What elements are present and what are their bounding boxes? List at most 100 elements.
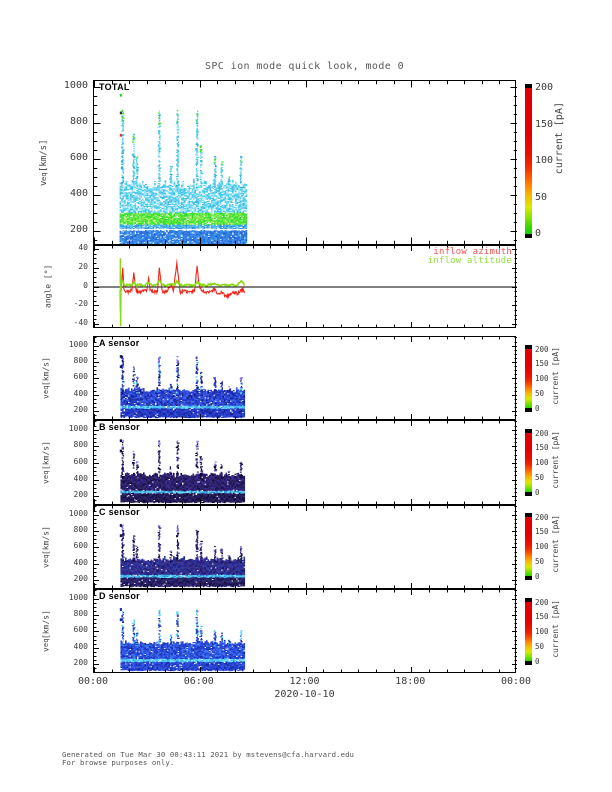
- colorbar-cap: [525, 492, 532, 496]
- y-tick-label-angle: -20: [73, 299, 88, 309]
- colorbar-tick-label: 150: [535, 118, 554, 130]
- colorbar-tick-label: 150: [535, 443, 549, 453]
- inflow-angle-panel: [93, 245, 517, 328]
- colorbar-axis-label: current [pA]: [551, 431, 560, 489]
- b-sensor-canvas: [94, 421, 517, 504]
- colorbar-tick-label: 100: [535, 627, 549, 636]
- colorbar-tick-label: 0: [535, 571, 540, 581]
- colorbar-cap: [525, 234, 532, 238]
- y-tick-label-a: 1000: [68, 339, 88, 349]
- colorbar-cap: [525, 576, 532, 580]
- colorbar-tick-label: 50: [535, 641, 545, 651]
- legend-inflow-azimuth: inflow azimuth: [433, 247, 512, 257]
- y-tick-label-b: 600: [73, 456, 88, 466]
- y-tick-label-c: 600: [73, 541, 88, 551]
- panel-label-b-sensor: B sensor: [99, 422, 140, 432]
- y-tick-label-d: 600: [73, 625, 88, 635]
- colorbar-tick-label: 100: [535, 542, 549, 551]
- footer-browse-line: For browse purposes only.: [62, 758, 175, 767]
- colorbar-cap: [525, 408, 532, 412]
- y-tick-label-angle: 0: [83, 280, 88, 290]
- panel-label-d-sensor: D sensor: [99, 591, 140, 601]
- colorbar-cap: [525, 345, 532, 349]
- colorbar-tick-label: 200: [535, 597, 549, 607]
- colorbar-tick-label: 50: [535, 388, 545, 398]
- d-sensor-panel: D sensor: [93, 589, 517, 673]
- y-tick-label-b: 1000: [68, 423, 88, 433]
- x-tick-label: 12:00: [289, 676, 320, 687]
- colorbar-tick-label: 150: [535, 612, 549, 622]
- c-sensor-canvas: [94, 506, 517, 588]
- colorbar-tick-label: 100: [535, 458, 549, 467]
- y-tick-label-a: 400: [73, 388, 88, 398]
- y-tick-label-angle: 40: [78, 242, 88, 252]
- y-tick-label-c: 1000: [68, 508, 88, 518]
- y-tick-label-angle: -40: [73, 318, 88, 328]
- colorbar-tick-label: 0: [535, 487, 540, 497]
- y-tick-label-total: 200: [69, 224, 88, 236]
- y-tick-label-d: 800: [73, 609, 88, 619]
- x-tick-label: 18:00: [395, 676, 426, 687]
- legend-inflow-altitude: inflow altitude: [427, 256, 512, 266]
- colorbar-axis-label: current [pA]: [551, 347, 560, 405]
- b-sensor-panel: B sensor: [93, 420, 517, 505]
- a-sensor-canvas: [94, 337, 517, 419]
- x-tick-label: 06:00: [183, 676, 214, 687]
- colorbar-tick-label: 150: [535, 359, 549, 369]
- colorbar-tick-label: 100: [535, 374, 549, 383]
- colorbar-gradient: [525, 429, 532, 496]
- panel-label-c-sensor: C sensor: [99, 507, 140, 517]
- colorbar-tick-label: 200: [535, 512, 549, 522]
- y-tick-label-b: 800: [73, 440, 88, 450]
- page-title: SPC ion mode quick look, mode 0: [204, 61, 405, 72]
- colorbar-tick-label: 0: [535, 228, 542, 239]
- colorbar-tick-label: 0: [535, 403, 540, 413]
- colorbar-axis-label: current [pA]: [554, 102, 565, 175]
- a-sensor-panel: A sensor: [93, 336, 517, 420]
- y-tick-label-total: 800: [69, 116, 88, 128]
- y-tick-label-d: 400: [73, 641, 88, 651]
- colorbar-gradient: [525, 345, 532, 412]
- y-tick-label-d: 1000: [68, 592, 88, 602]
- colorbar-tick-label: 100: [535, 155, 554, 166]
- colorbar-tick-label: 150: [535, 527, 549, 537]
- y-tick-label-b: 200: [73, 490, 88, 500]
- x-axis-date-label: 2020-10-10: [274, 689, 335, 700]
- y-tick-label-a: 600: [73, 372, 88, 382]
- x-tick-label: 00:00: [77, 676, 109, 687]
- colorbar-gradient: [525, 598, 532, 665]
- footer-text: Generated on Tue Mar 30 00:43:11 2021 by…: [62, 751, 354, 767]
- colorbar-cap: [525, 513, 532, 517]
- c-sensor-panel: C sensor: [93, 505, 517, 589]
- y-tick-label-c: 400: [73, 557, 88, 567]
- y-tick-label-total: 600: [69, 152, 88, 164]
- colorbar-tick-label: 50: [535, 556, 545, 566]
- y-tick-label-c: 800: [73, 525, 88, 535]
- colorbar-tick-label: 50: [535, 472, 545, 482]
- colorbar-gradient: [525, 84, 532, 238]
- colorbar-tick-label: 200: [535, 344, 549, 354]
- colorbar-cap: [525, 84, 532, 88]
- colorbar-cap: [525, 598, 532, 602]
- y-tick-label-a: 200: [73, 405, 88, 415]
- y-tick-label-c: 200: [73, 574, 88, 584]
- total-spectrogram-panel: TOTAL: [93, 80, 517, 245]
- total-spectrogram-canvas: [94, 81, 517, 244]
- y-tick-label-a: 800: [73, 356, 88, 366]
- colorbar-gradient: [525, 513, 532, 580]
- panel-label-a-sensor: A sensor: [99, 338, 140, 348]
- y-tick-label-d: 200: [73, 658, 88, 668]
- footer-generated-line: Generated on Tue Mar 30 00:43:11 2021 by…: [62, 750, 355, 759]
- d-sensor-canvas: [94, 590, 517, 672]
- x-tick-label: 00:00: [500, 676, 532, 687]
- y-tick-label-total: 1000: [63, 80, 88, 92]
- colorbar-tick-label: 0: [535, 656, 540, 666]
- panel-label-total: TOTAL: [99, 82, 130, 92]
- colorbar-cap: [525, 429, 532, 433]
- colorbar-tick-label: 50: [535, 191, 548, 203]
- inflow-angle-canvas: [94, 246, 517, 327]
- colorbar-tick-label: 200: [535, 82, 554, 93]
- y-tick-label-total: 400: [69, 188, 88, 200]
- y-tick-label-b: 400: [73, 473, 88, 483]
